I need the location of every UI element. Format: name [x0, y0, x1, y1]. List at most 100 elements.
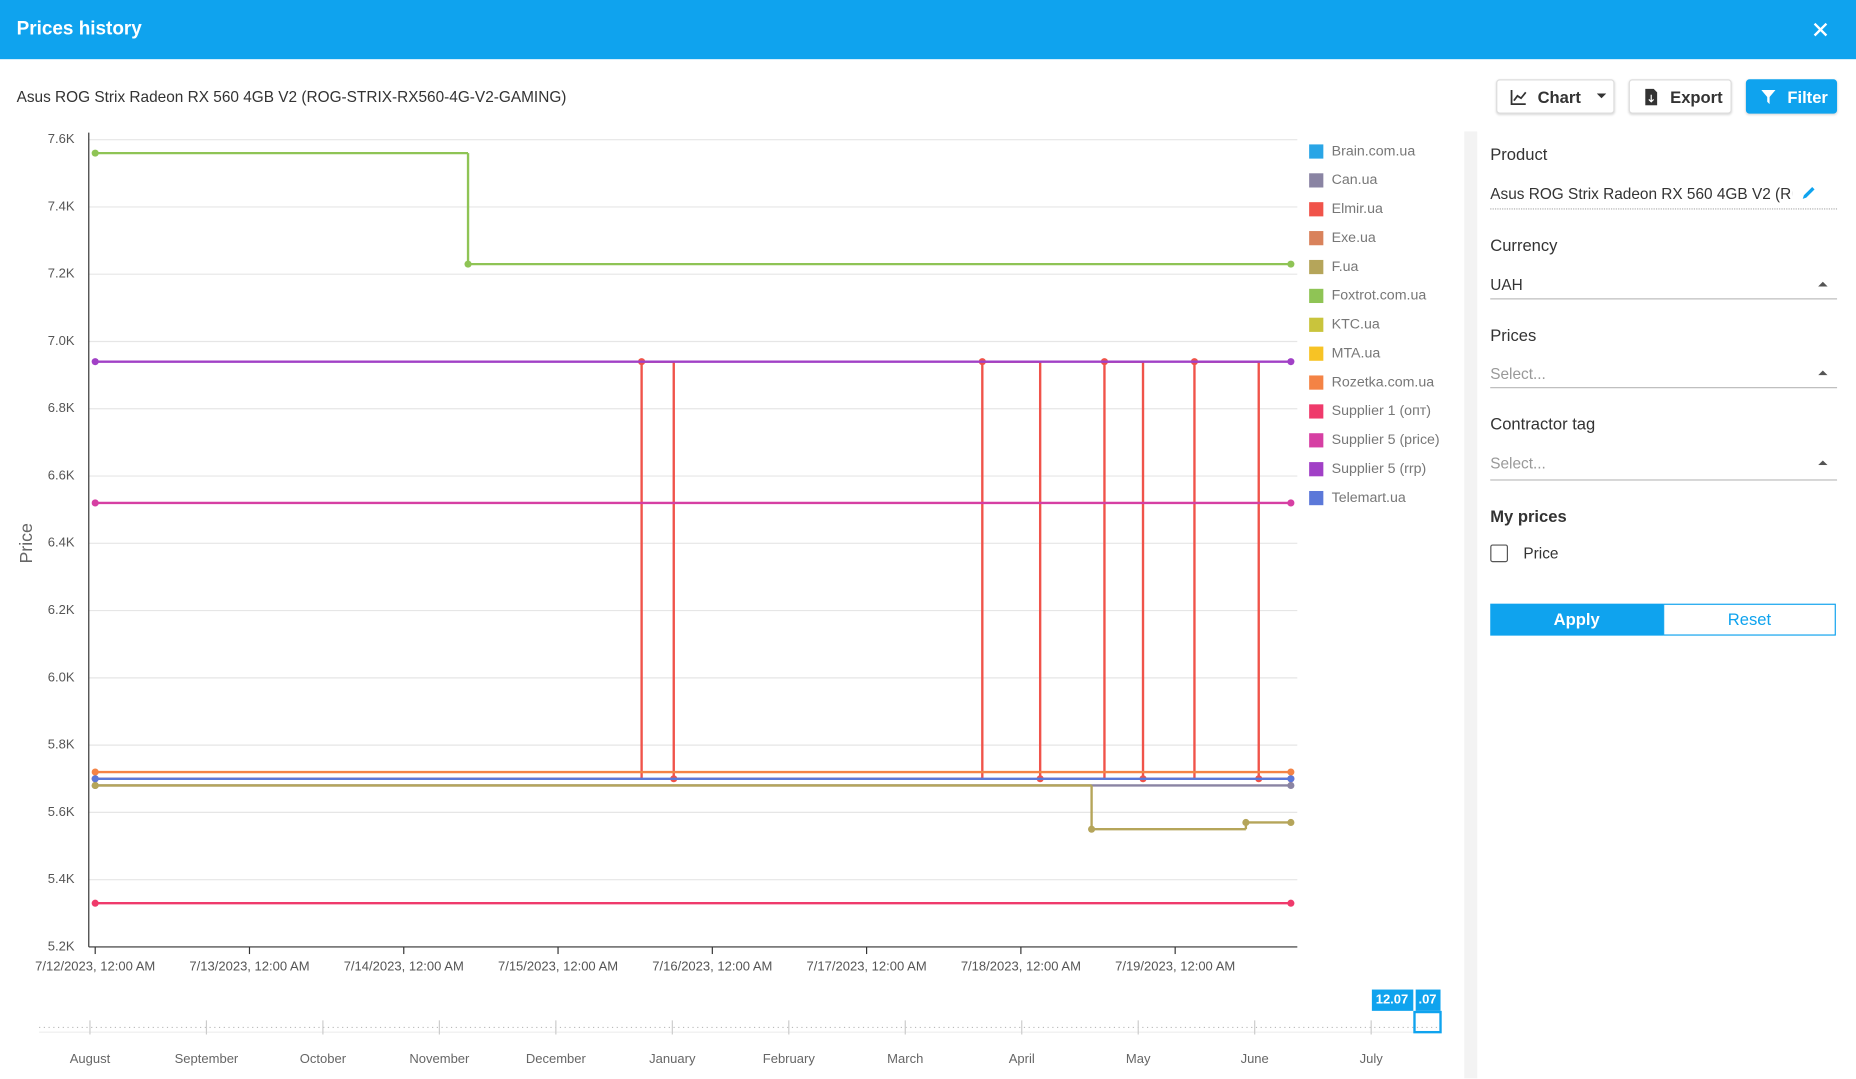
navigator-month: January — [649, 1051, 696, 1066]
filter-icon — [1761, 89, 1776, 104]
legend-swatch[interactable] — [1309, 490, 1324, 506]
dropdown-arrow — [1818, 370, 1828, 376]
navigator-month: July — [1360, 1051, 1384, 1066]
legend-swatch[interactable] — [1309, 433, 1324, 448]
legend-swatch[interactable] — [1309, 259, 1324, 275]
legend-label[interactable]: Telemart.ua — [1332, 490, 1406, 506]
navigator-end-badge[interactable] — [1415, 989, 1441, 1011]
data-point[interactable] — [464, 260, 472, 268]
splitter[interactable] — [1464, 131, 1478, 1079]
price-checkbox[interactable] — [1490, 544, 1508, 563]
navigator-selection[interactable] — [1413, 1010, 1442, 1034]
legend-swatch[interactable] — [1309, 173, 1324, 188]
contractor-underline — [1490, 479, 1838, 481]
legend-swatch[interactable] — [1309, 231, 1324, 246]
x-tick-label: 7/13/2023, 12:00 AM — [189, 958, 309, 973]
apply-button[interactable]: Apply — [1490, 603, 1664, 636]
x-tick-label: 7/16/2023, 12:00 AM — [652, 958, 772, 973]
data-point[interactable] — [91, 358, 99, 366]
legend-label[interactable]: Exe.ua — [1332, 230, 1376, 246]
navigator-month: November — [409, 1051, 470, 1066]
product-underline — [1490, 208, 1838, 210]
data-point[interactable] — [1287, 768, 1295, 776]
contractor-label: Contractor tag — [1490, 414, 1596, 434]
legend-swatch[interactable] — [1309, 202, 1324, 217]
data-point[interactable] — [91, 149, 99, 157]
navigator-month: February — [763, 1051, 816, 1066]
data-point[interactable] — [91, 775, 99, 783]
export-icon — [1645, 88, 1658, 105]
data-point[interactable] — [91, 499, 99, 507]
y-tick-label: 5.4K — [48, 871, 75, 886]
legend-label[interactable]: F.ua — [1332, 259, 1359, 275]
data-point[interactable] — [1287, 899, 1295, 907]
prices-underline — [1490, 387, 1838, 389]
data-point[interactable] — [1242, 818, 1250, 827]
edit-icon[interactable] — [1800, 185, 1817, 202]
data-point[interactable] — [1287, 260, 1295, 268]
legend-label[interactable]: Supplier 1 (опт) — [1332, 403, 1431, 419]
reset-button[interactable]: Reset — [1663, 603, 1836, 636]
navigator-month: October — [300, 1051, 347, 1066]
y-tick-label: 7.4K — [48, 198, 75, 213]
y-tick-label: 6.2K — [48, 602, 75, 617]
legend-swatch[interactable] — [1309, 462, 1324, 477]
x-tick-label: 7/15/2023, 12:00 AM — [498, 958, 618, 973]
chart-button-label: Chart — [1537, 86, 1581, 106]
y-tick-label: 7.2K — [48, 266, 75, 281]
filter-button[interactable]: Filter — [1745, 79, 1838, 114]
data-point[interactable] — [1088, 825, 1096, 833]
legend-label[interactable]: Supplier 5 (rrp) — [1332, 461, 1427, 477]
legend-swatch[interactable] — [1309, 317, 1324, 332]
export-button[interactable]: Export — [1628, 79, 1732, 114]
legend-swatch[interactable] — [1309, 404, 1324, 419]
data-point[interactable] — [91, 781, 99, 790]
product-value[interactable]: Asus ROG Strix Radeon RX 560 4GB V2 (ROG… — [1490, 184, 1792, 203]
x-tick-label: 7/19/2023, 12:00 AM — [1115, 958, 1235, 973]
x-tick-label: 7/18/2023, 12:00 AM — [961, 958, 1081, 973]
price-checkbox-label: Price — [1523, 544, 1559, 563]
legend-label[interactable]: Rozetka.com.ua — [1332, 374, 1435, 390]
navigator-month: December — [526, 1051, 587, 1066]
product-label: Product — [1490, 144, 1548, 164]
navigator-month: April — [1009, 1051, 1035, 1066]
data-point[interactable] — [91, 899, 99, 907]
navigator-month: March — [887, 1051, 923, 1066]
caret-icon — [1596, 93, 1606, 99]
legend-label[interactable]: Supplier 5 (price) — [1332, 432, 1440, 448]
data-point[interactable] — [1287, 499, 1295, 507]
y-tick-label: 7.0K — [48, 333, 75, 348]
legend-label[interactable]: Foxtrot.com.ua — [1332, 288, 1427, 304]
data-point[interactable] — [1287, 818, 1295, 827]
y-tick-label: 5.6K — [48, 804, 75, 819]
navigator-start-label: 12.07 — [1376, 992, 1409, 1007]
y-tick-label: 6.6K — [48, 467, 75, 482]
prices-select[interactable]: Select... — [1490, 364, 1546, 383]
filter-button-label: Filter — [1787, 86, 1828, 106]
legend-label[interactable]: Elmir.ua — [1332, 201, 1383, 217]
currency-label: Currency — [1490, 235, 1558, 255]
navigator-end-label: .07 — [1418, 992, 1436, 1007]
legend-swatch[interactable] — [1309, 375, 1324, 390]
close-button[interactable] — [1812, 21, 1829, 38]
legend-label[interactable]: Can.ua — [1332, 172, 1378, 188]
legend-label[interactable]: MTA.ua — [1332, 345, 1381, 361]
legend-swatch[interactable] — [1309, 288, 1324, 304]
contractor-select[interactable]: Select... — [1490, 454, 1546, 473]
legend-label[interactable]: KTC.ua — [1332, 317, 1380, 333]
chart-button[interactable]: Chart — [1496, 79, 1615, 114]
legend-label[interactable]: Brain.com.ua — [1332, 143, 1416, 159]
prices-label: Prices — [1490, 325, 1537, 345]
legend-swatch[interactable] — [1309, 346, 1324, 361]
x-tick-label: 7/12/2023, 12:00 AM — [35, 958, 155, 973]
currency-value[interactable]: UAH — [1490, 275, 1523, 294]
my-prices-label: My prices — [1490, 506, 1567, 526]
navigator-month: June — [1241, 1051, 1269, 1066]
navigator-start-badge[interactable] — [1371, 989, 1414, 1011]
data-point[interactable] — [1287, 775, 1295, 783]
data-point[interactable] — [1287, 781, 1295, 790]
data-point[interactable] — [91, 768, 99, 776]
legend-swatch[interactable] — [1309, 144, 1324, 159]
data-point[interactable] — [1287, 358, 1295, 366]
y-tick-label: 6.8K — [48, 400, 75, 415]
